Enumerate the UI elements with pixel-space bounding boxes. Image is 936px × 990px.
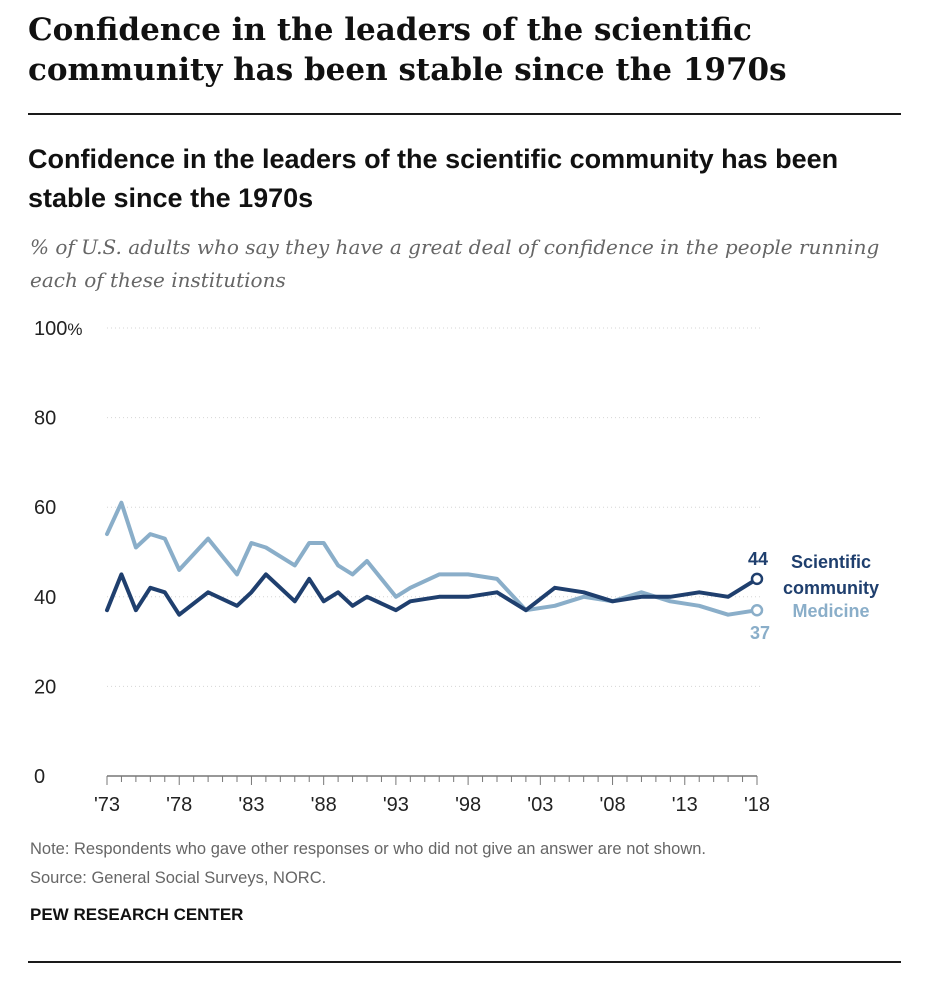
x-tick-label: '08 (600, 794, 626, 816)
y-unit-label: % (67, 320, 82, 339)
x-tick-label: '88 (311, 794, 337, 816)
x-tick-label: '18 (744, 794, 770, 816)
chart-title: Confidence in the leaders of the scienti… (28, 144, 839, 213)
x-tick-label: '03 (527, 794, 553, 816)
series-end-point (750, 603, 764, 617)
end-value-scientific: 44 (748, 549, 768, 569)
bottom-divider (28, 961, 901, 963)
series-end-point (750, 572, 764, 586)
x-tick-label: '73 (94, 794, 120, 816)
x-tick-label: '93 (383, 794, 409, 816)
x-tick-label: '13 (672, 794, 698, 816)
organization-credit: PEW RESEARCH CENTER (30, 905, 244, 924)
series-line (105, 572, 759, 617)
series-label-medicine: Medicine (792, 601, 869, 621)
x-tick-label: '83 (238, 794, 264, 816)
source-text: Source: General Social Surveys, NORC. (30, 869, 327, 887)
y-tick-label: 40 (34, 587, 56, 609)
y-tick-label: 0 (34, 766, 45, 788)
chart-notes: Note: Respondents who gave other respons… (30, 835, 910, 893)
top-divider (28, 113, 901, 115)
y-tick-label: 20 (34, 676, 56, 698)
series-label-scientific: Scientific community (783, 552, 879, 598)
note-text: Note: Respondents who gave other respons… (30, 840, 706, 858)
y-tick-label: 60 (34, 497, 56, 519)
y-tick-label: 80 (34, 408, 56, 430)
x-tick-label: '98 (455, 794, 481, 816)
y-tick-label: 100% (34, 318, 83, 340)
chart-subtitle: % of U.S. adults who say they have a gre… (30, 235, 880, 292)
x-tick-label: '78 (166, 794, 192, 816)
line-chart: 0 20 40 60 80 100% '73 '78 '83 '88 '93 '98 '03 '08 '13… (34, 318, 879, 816)
end-value-medicine: 37 (750, 623, 770, 643)
page-headline: Confidence in the leaders of the scienti… (28, 12, 787, 88)
